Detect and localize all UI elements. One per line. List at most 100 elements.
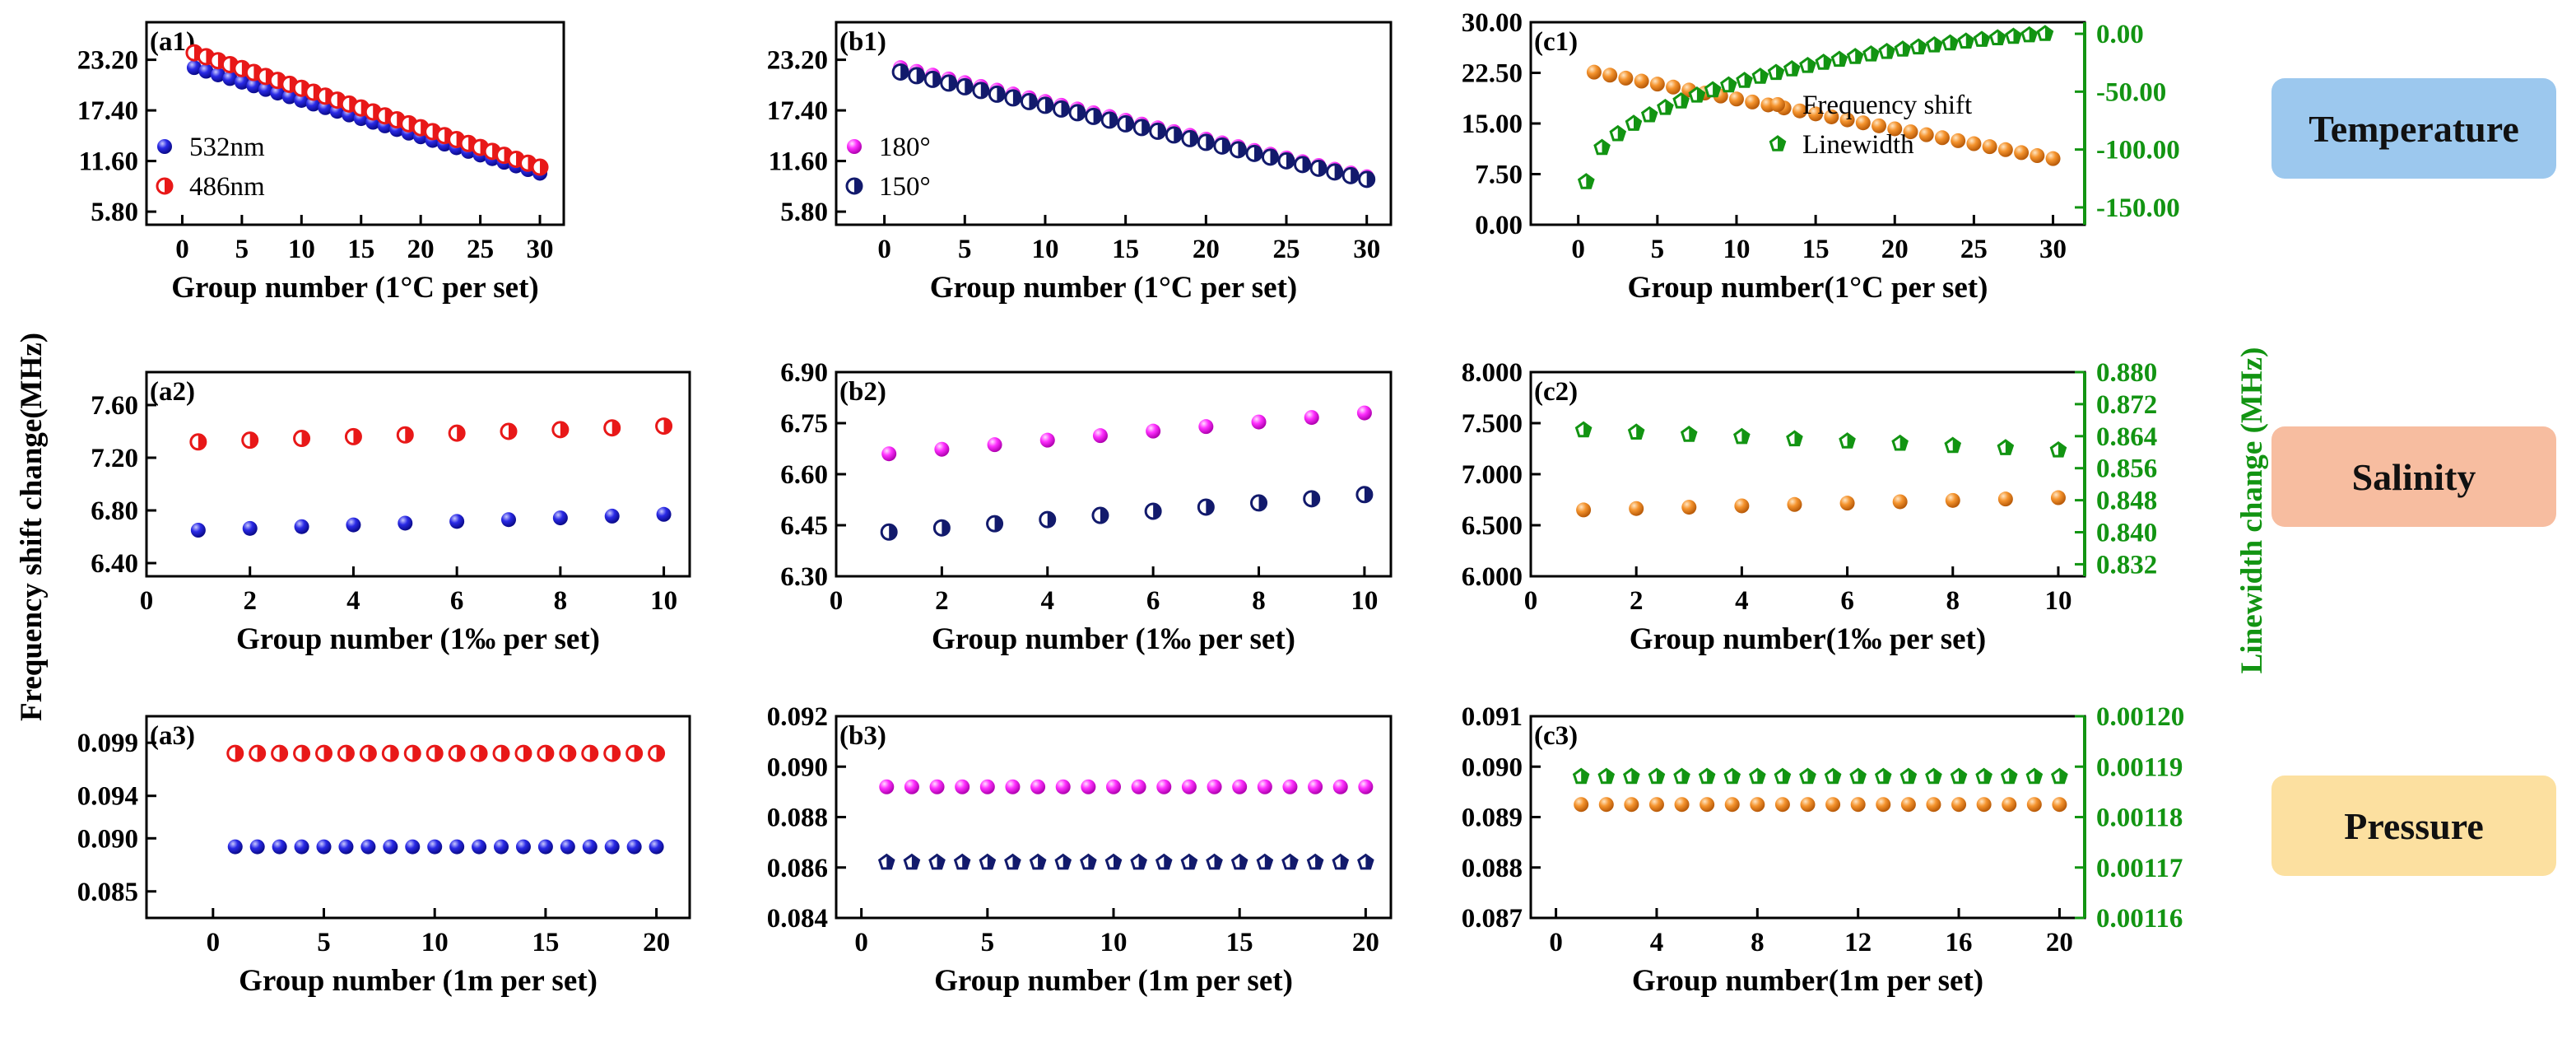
y-tick-label: 5.80 [91,198,138,227]
data-point [1783,60,1801,77]
data-point [1982,139,1997,155]
data-point [315,744,333,762]
data-point [1649,77,1665,92]
y-tick-label: 6.60 [780,460,828,490]
chart-b2: 0 2 4 6 8 10 6.30 6.45 6.60 6.75 6.90 Group number … [780,358,1393,656]
data-point [1745,94,1760,109]
data-point [1357,853,1374,870]
data-point [2020,26,2039,43]
data-point [1934,130,1950,146]
data-point [1081,779,1096,794]
data-point [1030,779,1046,794]
series-150- [880,486,1374,541]
data-point [649,839,664,855]
series-150- [877,853,1374,870]
data-point [923,70,942,88]
data-point [1674,797,1690,813]
data-point [582,839,598,855]
chart-c2: 0 2 4 6 8 106.0006.5007.0007.5008.0000.8320.8… [1462,358,2158,656]
data-point [1973,30,1991,47]
x-tick-label: 5 [981,928,995,957]
data-point [1720,76,1737,93]
data-point [337,744,355,762]
data-point [1146,423,1161,439]
data-point [1627,423,1645,440]
data-point [2050,490,2066,505]
x-axis-label: Group number(1‰ per set) [1630,622,1986,656]
data-point [1029,853,1047,870]
series-frequency-shift [1576,490,2066,518]
data-point [1598,797,1614,813]
data-point [2005,27,2022,44]
x-tick-label: 0 [1549,928,1563,957]
data-point [1918,127,1934,142]
y-tick-label: 0.084 [767,904,828,934]
badge-temperature: Temperature [2271,78,2556,179]
data-point [1181,129,1199,147]
data-point [979,853,997,870]
data-point [1751,68,1769,84]
x-tick-label: 4 [1041,586,1055,616]
data-point [603,419,621,437]
data-point [1975,767,1992,785]
data-point [1629,501,1644,516]
x-tick-label: 20 [2046,928,2073,957]
y-tick-label: 0.090 [1462,752,1523,782]
data-point [515,839,531,855]
data-point [1251,414,1267,430]
data-point [1824,109,1839,124]
data-point [956,77,974,95]
data-point [1005,779,1021,794]
data-point [242,520,258,536]
data-point [537,744,555,762]
data-point [1257,779,1272,794]
data-point [1786,430,1803,447]
data-point [1156,779,1172,794]
x-tick-label: 2 [935,586,949,616]
data-point [494,839,509,855]
data-point [1957,32,1975,49]
y2-tick-label: 0.848 [2096,487,2157,516]
data-point [1926,797,1941,813]
data-point [1080,853,1097,870]
data-point [1131,779,1146,794]
data-point [222,71,238,86]
x-tick-label: 15 [347,235,374,264]
data-point [186,60,202,76]
data-point [2014,145,2030,161]
x-tick-label: 20 [1193,235,1220,264]
data-point [1876,797,1891,813]
data-point [877,853,895,870]
data-point [271,744,289,762]
y-tick-label: 23.20 [77,46,138,76]
plot-frame [1529,370,2086,578]
data-point [1332,779,1348,794]
x-tick-label: 6 [1840,586,1854,616]
panel-tag: (c1) [1534,27,1578,57]
data-point [2002,797,2017,813]
data-point [626,839,642,855]
data-point [1232,779,1248,794]
x-tick-label: 6 [450,586,464,616]
data-point [1213,137,1231,155]
data-point [1704,81,1722,98]
y-tick-label: 6.40 [91,549,138,579]
data-point [190,523,206,538]
data-point [2052,797,2067,813]
legend-marker [847,139,862,154]
data-point [972,82,990,100]
x-axis-label: Group number(1m per set) [1632,964,1983,998]
x-tick-label: 30 [2039,235,2067,264]
data-point [1680,426,1698,442]
data-point [603,744,621,762]
x-tick-label: 8 [554,586,568,616]
data-point [1846,48,1864,64]
data-point [305,96,321,112]
data-point [934,441,950,457]
y2-tick-label: 0.872 [2096,390,2157,420]
data-point [1155,853,1173,870]
data-point [472,839,487,855]
data-point [1799,767,1816,785]
data-point [1117,114,1135,133]
y2-tick-label: 0.880 [2096,358,2157,388]
